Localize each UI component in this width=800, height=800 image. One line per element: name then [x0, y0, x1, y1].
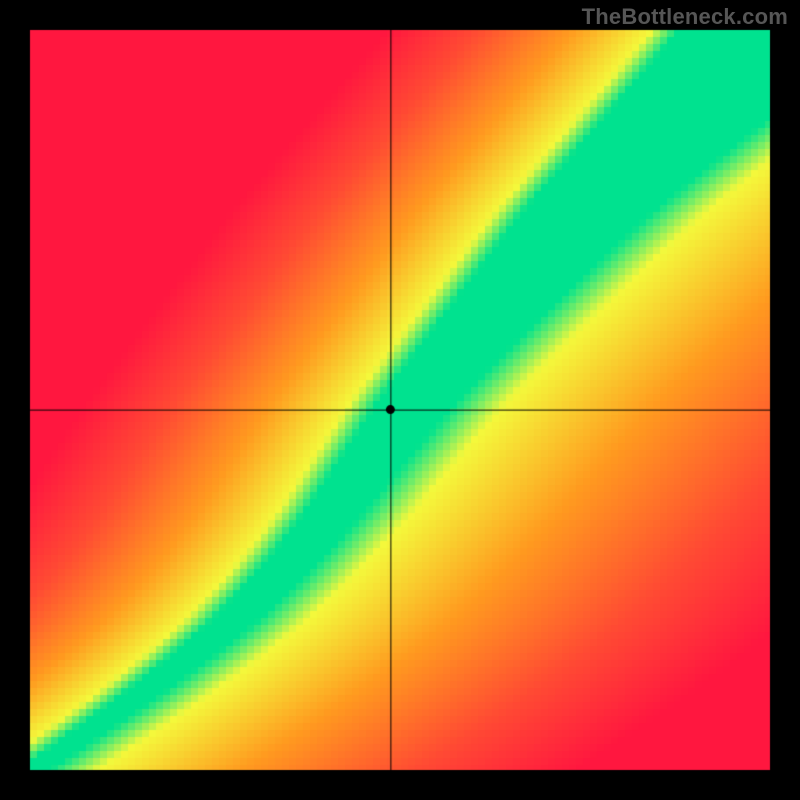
watermark-text: TheBottleneck.com — [582, 4, 788, 30]
chart-container: TheBottleneck.com — [0, 0, 800, 800]
bottleneck-heatmap-canvas — [0, 0, 800, 800]
